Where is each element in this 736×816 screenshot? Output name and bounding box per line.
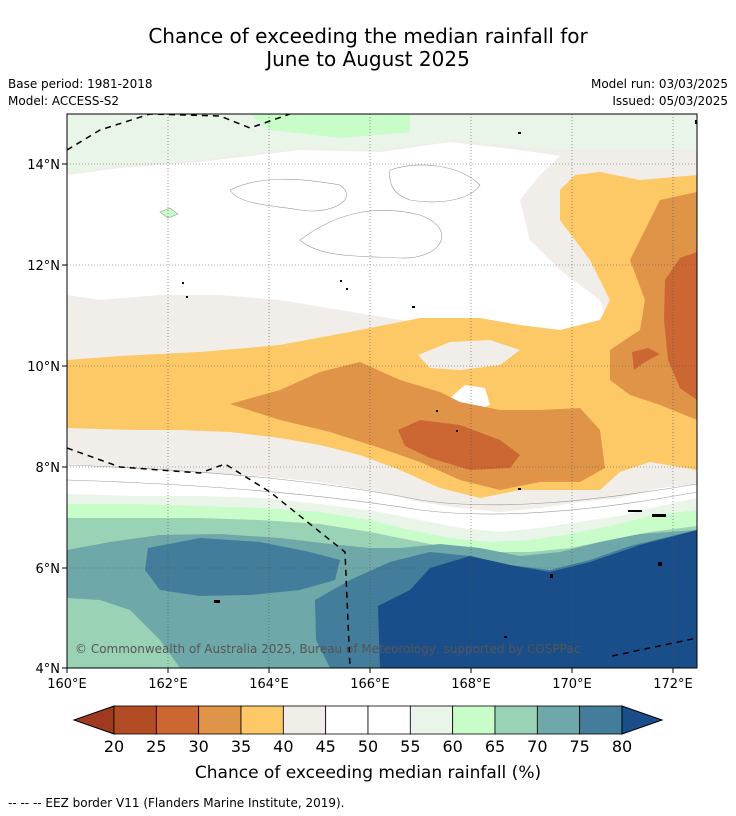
colorbar-bin xyxy=(155,705,200,735)
issued-date: Issued: 05/03/2025 xyxy=(612,94,728,108)
field-60-65-lower xyxy=(67,504,697,552)
colorbar-tick-label: 20 xyxy=(104,737,124,756)
colorbar-tick-label: 25 xyxy=(146,737,166,756)
contour-lines xyxy=(67,164,697,515)
lon-label: 160°E xyxy=(47,677,87,692)
colorbar-bin xyxy=(579,705,623,735)
map-title-line2: June to August 2025 xyxy=(266,47,470,71)
lat-label: 12°N xyxy=(27,259,60,274)
colorbar-tick-label: 70 xyxy=(527,737,547,756)
eez-legend: -- -- -- EEZ border V11 (Flanders Marine… xyxy=(8,796,345,810)
field-45-50-bubble xyxy=(450,385,490,412)
longitude-labels: 160°E 162°E 164°E 166°E 168°E 170°E 172°… xyxy=(47,677,693,692)
model-run: Model run: 03/03/2025 xyxy=(590,77,728,91)
colorbar-bin xyxy=(409,705,454,735)
colorbar-bin xyxy=(282,705,327,735)
lat-label: 8°N xyxy=(36,461,61,476)
colorbar-bin xyxy=(240,705,284,735)
colorbar-tick-label: 60 xyxy=(442,737,462,756)
colorbar: 20 25 30 35 40 45 50 55 60 65 70 75 80 Chance of exce… xyxy=(72,705,664,783)
model-name: Model: ACCESS-S2 xyxy=(8,94,120,108)
colorbar-tick-label: 45 xyxy=(315,737,335,756)
field-25-30-east xyxy=(664,252,697,400)
colorbar-tick-label: 30 xyxy=(188,737,208,756)
lat-label: 10°N xyxy=(27,360,60,375)
lon-label: 168°E xyxy=(451,677,491,692)
lon-label: 166°E xyxy=(350,677,390,692)
probability-fields xyxy=(67,114,697,668)
colorbar-tick-label: 80 xyxy=(612,737,632,756)
colorbar-bin xyxy=(367,705,411,735)
copyright-notice: © Commonwealth of Australia 2025, Bureau… xyxy=(75,642,580,656)
lat-label: 6°N xyxy=(36,562,61,577)
field-45-55-lower xyxy=(67,464,697,532)
latitude-labels: 14°N 12°N 10°N 8°N 6°N 4°N xyxy=(27,158,60,677)
field-40-45-bubble xyxy=(418,340,520,370)
field-55-60-north xyxy=(67,114,697,175)
colorbar-tick-label: 75 xyxy=(569,737,589,756)
colorbar-arrow-high xyxy=(621,705,664,735)
lon-label: 172°E xyxy=(653,677,693,692)
eez-border xyxy=(67,114,697,668)
colorbar-tick-label: 50 xyxy=(358,737,378,756)
colorbar-title: Chance of exceeding median rainfall (%) xyxy=(195,763,541,783)
field-75-80-west xyxy=(145,538,340,596)
field-above-80 xyxy=(378,530,697,668)
colorbar-bin xyxy=(113,705,157,735)
plot-frame xyxy=(66,113,698,669)
field-25-30-spot xyxy=(632,348,660,370)
colorbar-bin xyxy=(452,705,496,735)
lat-label: 4°N xyxy=(36,662,61,677)
lon-label: 162°E xyxy=(148,677,188,692)
colorbar-arrow-low xyxy=(72,705,115,735)
field-25-30-central xyxy=(398,420,520,470)
colorbar-bin xyxy=(325,705,369,735)
axis-ticks xyxy=(62,163,674,673)
colorbar-tick-label: 65 xyxy=(485,737,505,756)
colorbar-bin xyxy=(494,705,538,735)
colorbar-bin xyxy=(536,705,581,735)
lat-label: 14°N xyxy=(27,158,60,173)
graticule xyxy=(67,114,697,668)
lon-label: 164°E xyxy=(249,677,289,692)
field-55-60-lower xyxy=(67,494,697,542)
islands xyxy=(182,120,697,638)
colorbar-bin xyxy=(198,705,242,735)
field-45-55-upper xyxy=(67,142,610,340)
base-period: Base period: 1981-2018 xyxy=(8,77,153,91)
map-title-line1: Chance of exceeding the median rainfall … xyxy=(148,24,588,48)
colorbar-tick-label: 55 xyxy=(400,737,420,756)
lon-label: 170°E xyxy=(552,677,592,692)
colorbar-tick-label: 40 xyxy=(273,737,293,756)
colorbar-tick-label: 35 xyxy=(231,737,251,756)
